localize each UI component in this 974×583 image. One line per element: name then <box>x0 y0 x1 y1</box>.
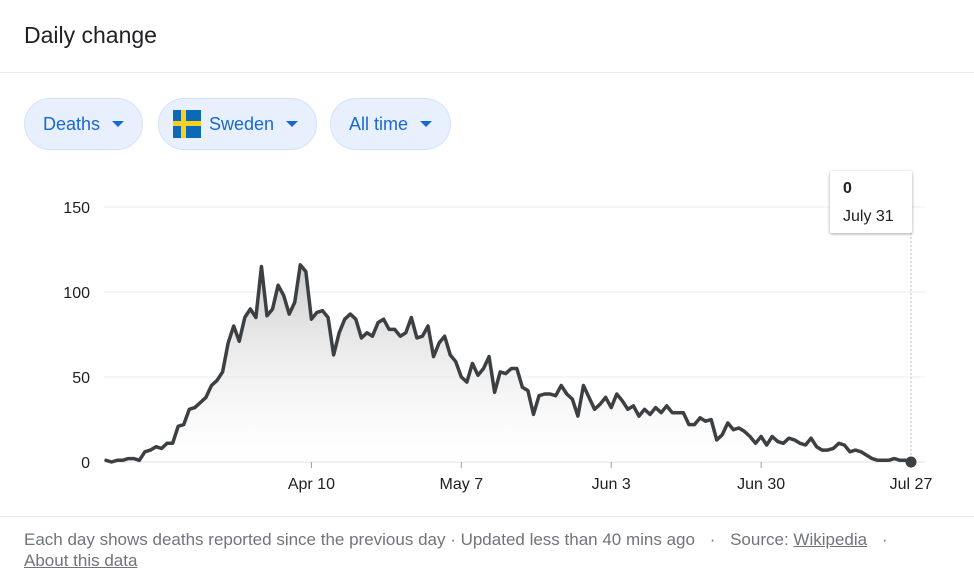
chevron-down-icon <box>112 121 125 127</box>
daily-change-chart[interactable]: 0 50 100 150 Apr 10 May 7 Jun 3 Jun 30 Jul 27 <box>0 160 974 505</box>
footer-description: Each day shows deaths reported since the… <box>24 530 695 549</box>
about-data-link[interactable]: About this data <box>24 551 138 570</box>
card-header: Daily change <box>0 0 974 73</box>
metric-dropdown[interactable]: Deaths <box>24 98 144 150</box>
chevron-down-icon <box>420 121 433 127</box>
location-dropdown-label: Sweden <box>209 113 275 134</box>
tooltip-value: 0 <box>843 180 852 197</box>
x-tick-label: May 7 <box>440 476 484 493</box>
location-dropdown[interactable]: Sweden <box>158 98 318 150</box>
x-tick-label: Jul 27 <box>890 476 933 493</box>
chart-tooltip: 0 July 31 <box>830 171 912 233</box>
footer: Each day shows deaths reported since the… <box>0 516 974 583</box>
source-link[interactable]: Wikipedia <box>793 530 868 549</box>
source-label: Source: <box>730 530 789 549</box>
series-area <box>106 264 911 462</box>
y-tick-label: 0 <box>81 455 90 472</box>
metric-dropdown-label: Deaths <box>43 113 101 134</box>
series-line <box>104 263 913 464</box>
x-tick-label: Apr 10 <box>288 476 335 493</box>
time-range-dropdown-label: All time <box>349 113 409 134</box>
chevron-down-icon <box>286 121 299 127</box>
page-title: Daily change <box>24 22 157 48</box>
time-range-dropdown[interactable]: All time <box>330 98 452 150</box>
x-tick-label: Jun 3 <box>592 476 631 493</box>
y-tick-label: 150 <box>63 200 90 217</box>
x-tick-label: Jun 30 <box>737 476 785 493</box>
last-point-marker <box>905 456 917 468</box>
y-tick-label: 100 <box>63 285 90 302</box>
y-tick-label: 50 <box>72 370 90 387</box>
tooltip-date: July 31 <box>843 208 894 225</box>
sweden-flag-icon <box>173 110 201 138</box>
